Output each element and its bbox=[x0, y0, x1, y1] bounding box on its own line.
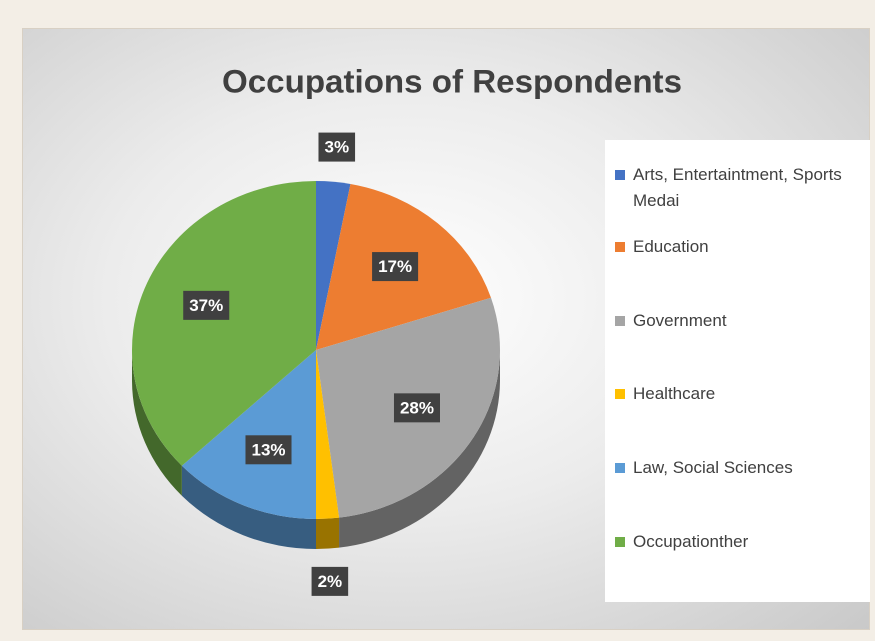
legend-item: Occupationther bbox=[615, 529, 865, 555]
slice bbox=[181, 350, 316, 519]
legend-swatch bbox=[615, 537, 625, 547]
data-label-text: 28% bbox=[400, 398, 434, 417]
data-label: 13% bbox=[245, 435, 292, 465]
legend-swatch bbox=[615, 242, 625, 252]
legend-label: Occupationther bbox=[633, 532, 749, 551]
data-label-text: 2% bbox=[318, 572, 343, 591]
legend-swatch bbox=[615, 316, 625, 326]
data-label-box bbox=[318, 132, 356, 162]
legend-item: Law, Social Sciences bbox=[615, 455, 865, 481]
data-label-box bbox=[372, 252, 419, 282]
data-label: 3% bbox=[318, 132, 356, 162]
legend-item: Government bbox=[615, 308, 865, 334]
data-label-text: 37% bbox=[189, 296, 223, 315]
data-label-box bbox=[245, 435, 292, 465]
legend-label: Government bbox=[633, 311, 727, 330]
data-label: 37% bbox=[183, 290, 230, 320]
data-label-box bbox=[393, 393, 440, 423]
legend-label: Education bbox=[633, 237, 709, 256]
legend-swatch bbox=[615, 463, 625, 473]
legend-label: Arts, Entertaintment, Sports Medai bbox=[633, 165, 842, 210]
chart-title: Occupations of Respondents bbox=[222, 63, 682, 99]
data-label-box bbox=[311, 566, 349, 596]
legend-label: Law, Social Sciences bbox=[633, 458, 793, 477]
slice-side bbox=[316, 517, 340, 549]
data-label: 17% bbox=[372, 252, 419, 282]
data-label: 28% bbox=[393, 393, 440, 423]
legend: Arts, Entertaintment, Sports Medai Educat… bbox=[605, 140, 870, 602]
data-label-box bbox=[183, 290, 230, 320]
slice-side bbox=[181, 465, 316, 549]
slice-side bbox=[132, 350, 182, 496]
legend-item: Healthcare bbox=[615, 381, 865, 407]
data-label-text: 3% bbox=[324, 138, 349, 157]
legend-item: Arts, Entertaintment, Sports Medai bbox=[615, 162, 865, 214]
data-label-text: 17% bbox=[378, 257, 412, 276]
legend-label: Healthcare bbox=[633, 384, 716, 403]
slice bbox=[316, 181, 351, 350]
data-label: 2% bbox=[311, 566, 349, 596]
legend-item: Education bbox=[615, 234, 865, 260]
slice bbox=[131, 181, 316, 466]
slice bbox=[316, 350, 340, 519]
legend-swatch bbox=[615, 170, 625, 180]
legend-swatch bbox=[615, 389, 625, 399]
slice-side bbox=[339, 350, 500, 548]
data-label-text: 13% bbox=[251, 440, 285, 459]
